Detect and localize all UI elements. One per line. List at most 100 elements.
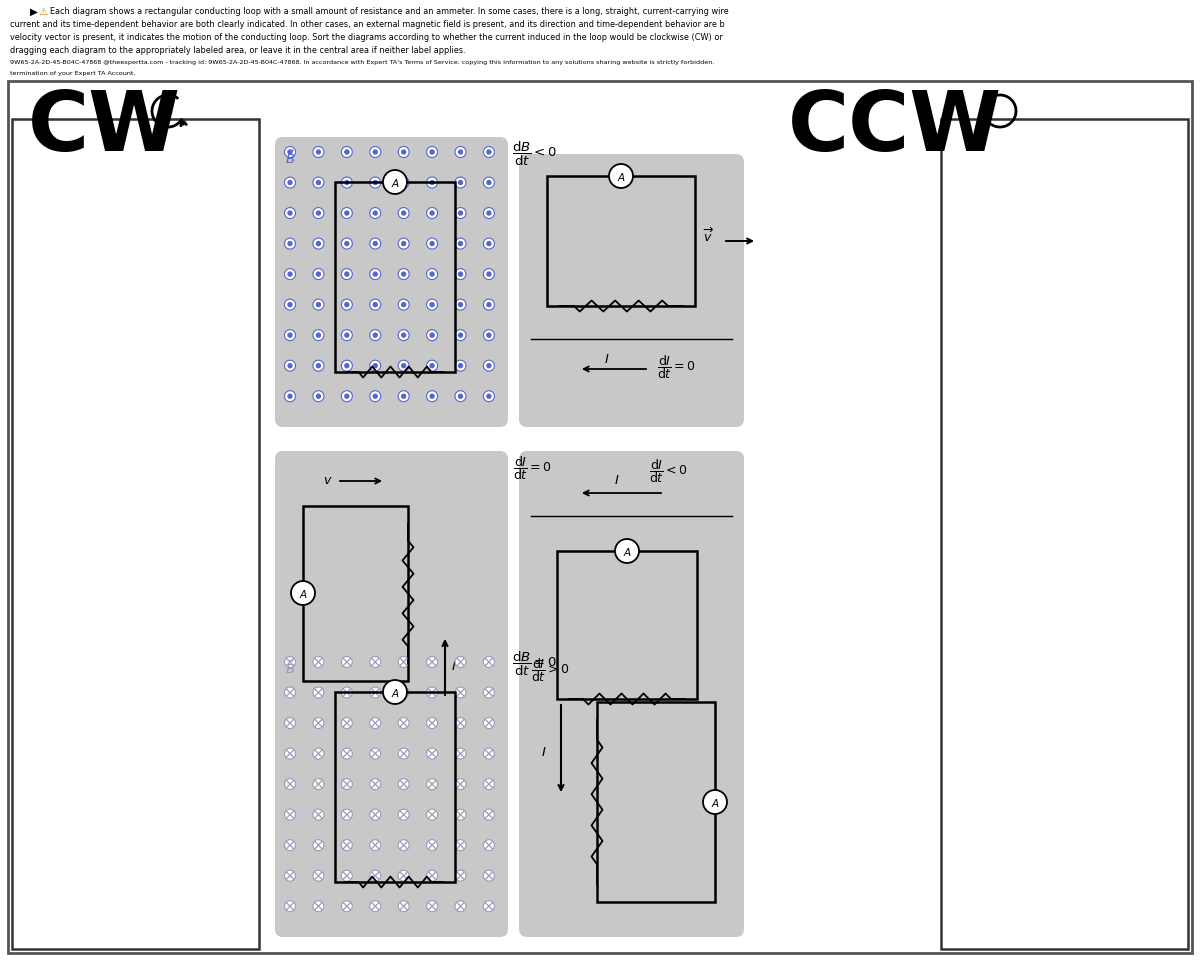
Circle shape: [455, 147, 466, 159]
Circle shape: [402, 333, 406, 337]
Circle shape: [317, 333, 320, 337]
Circle shape: [430, 242, 434, 246]
Circle shape: [455, 687, 466, 699]
Circle shape: [370, 147, 380, 159]
Circle shape: [373, 211, 377, 216]
Circle shape: [402, 364, 406, 368]
Circle shape: [484, 871, 494, 881]
Circle shape: [341, 840, 353, 850]
Circle shape: [344, 395, 349, 399]
Text: $\dfrac{\mathrm{d}I}{\mathrm{d}t} = 0$: $\dfrac{\mathrm{d}I}{\mathrm{d}t} = 0$: [658, 353, 696, 381]
Circle shape: [284, 209, 295, 219]
Circle shape: [398, 656, 409, 668]
Circle shape: [284, 300, 295, 310]
Circle shape: [487, 364, 491, 368]
Circle shape: [484, 749, 494, 759]
Circle shape: [426, 656, 438, 668]
Circle shape: [426, 718, 438, 728]
Circle shape: [430, 395, 434, 399]
Circle shape: [370, 360, 380, 372]
Circle shape: [484, 239, 494, 250]
Circle shape: [313, 687, 324, 699]
Text: ⚠: ⚠: [38, 7, 47, 17]
Circle shape: [317, 182, 320, 185]
Circle shape: [313, 209, 324, 219]
Circle shape: [373, 304, 377, 308]
Circle shape: [284, 147, 295, 159]
Circle shape: [373, 182, 377, 185]
Circle shape: [313, 147, 324, 159]
Circle shape: [313, 656, 324, 668]
Circle shape: [455, 360, 466, 372]
Circle shape: [610, 165, 634, 188]
Circle shape: [370, 809, 380, 821]
Circle shape: [484, 331, 494, 341]
Circle shape: [288, 151, 292, 155]
Circle shape: [288, 273, 292, 277]
Circle shape: [398, 809, 409, 821]
Circle shape: [487, 304, 491, 308]
Circle shape: [426, 391, 438, 403]
Circle shape: [426, 778, 438, 790]
Circle shape: [341, 178, 353, 188]
Text: A: A: [300, 589, 306, 600]
Circle shape: [313, 391, 324, 403]
Circle shape: [455, 239, 466, 250]
Circle shape: [430, 182, 434, 185]
Circle shape: [370, 656, 380, 668]
Circle shape: [455, 300, 466, 310]
Circle shape: [458, 242, 462, 246]
Circle shape: [455, 718, 466, 728]
Circle shape: [426, 687, 438, 699]
Text: Each diagram shows a rectangular conducting loop with a small amount of resistan: Each diagram shows a rectangular conduct…: [50, 7, 728, 16]
Circle shape: [430, 151, 434, 155]
Circle shape: [341, 147, 353, 159]
Circle shape: [341, 331, 353, 341]
Circle shape: [398, 718, 409, 728]
Circle shape: [284, 269, 295, 281]
Circle shape: [317, 211, 320, 216]
Text: A: A: [391, 179, 398, 188]
Circle shape: [398, 749, 409, 759]
Circle shape: [426, 871, 438, 881]
Circle shape: [455, 331, 466, 341]
Circle shape: [370, 300, 380, 310]
Text: $I$: $I$: [541, 746, 546, 759]
Circle shape: [313, 871, 324, 881]
Text: velocity vector is present, it indicates the motion of the conducting loop. Sort: velocity vector is present, it indicates…: [10, 33, 722, 42]
Circle shape: [370, 687, 380, 699]
Circle shape: [402, 304, 406, 308]
Circle shape: [455, 840, 466, 850]
Text: $I$: $I$: [451, 660, 456, 673]
Text: $\overrightarrow{v}$: $\overrightarrow{v}$: [703, 227, 714, 245]
Circle shape: [288, 395, 292, 399]
Circle shape: [344, 182, 349, 185]
Circle shape: [398, 360, 409, 372]
Circle shape: [284, 900, 295, 912]
Circle shape: [341, 778, 353, 790]
Circle shape: [317, 304, 320, 308]
Circle shape: [313, 718, 324, 728]
Circle shape: [402, 182, 406, 185]
Circle shape: [288, 364, 292, 368]
Circle shape: [288, 211, 292, 216]
Text: 9W65-2A-2D-45-B04C-47868 @theexpertta.com - tracking id: 9W65-2A-2D-45-B04C-4786: 9W65-2A-2D-45-B04C-47868 @theexpertta.co…: [10, 60, 714, 65]
Circle shape: [487, 395, 491, 399]
Circle shape: [402, 273, 406, 277]
Circle shape: [430, 364, 434, 368]
Circle shape: [398, 331, 409, 341]
Text: A: A: [624, 548, 630, 557]
Bar: [335, 692, 455, 882]
Circle shape: [317, 242, 320, 246]
Circle shape: [458, 395, 462, 399]
Circle shape: [370, 209, 380, 219]
Circle shape: [458, 273, 462, 277]
Circle shape: [344, 151, 349, 155]
Circle shape: [458, 151, 462, 155]
Circle shape: [398, 178, 409, 188]
Circle shape: [341, 687, 353, 699]
Circle shape: [484, 360, 494, 372]
Circle shape: [484, 391, 494, 403]
Circle shape: [487, 333, 491, 337]
Circle shape: [284, 239, 295, 250]
